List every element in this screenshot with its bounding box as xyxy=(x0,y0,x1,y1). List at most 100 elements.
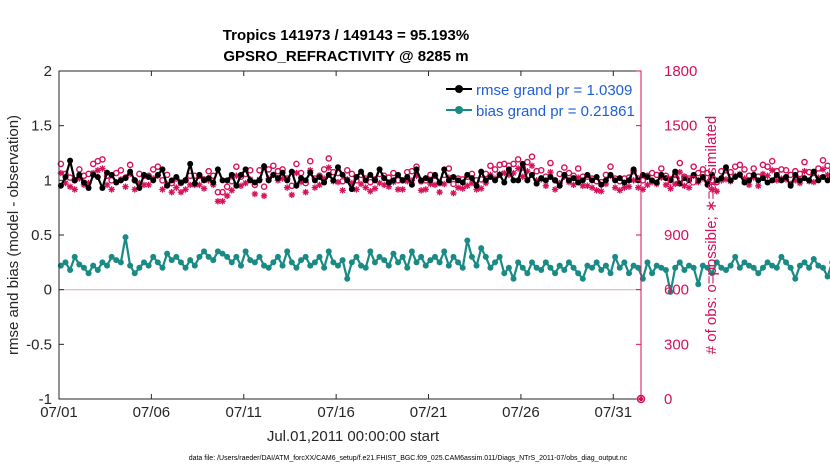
bias-point xyxy=(672,264,679,271)
obs-possible-point xyxy=(676,159,684,167)
rmse-point xyxy=(589,177,596,184)
rmse-point xyxy=(168,177,175,184)
rmse-point xyxy=(293,182,300,189)
bias-point xyxy=(62,259,69,266)
rmse-point xyxy=(815,177,822,184)
obs-possible-point xyxy=(801,158,808,166)
obs-possible-point xyxy=(768,157,776,165)
asterisk-stroke xyxy=(141,182,147,188)
bias-point xyxy=(630,262,637,269)
rmse-point xyxy=(376,166,383,173)
bias-point xyxy=(690,264,697,271)
rmse-point xyxy=(228,171,235,178)
bias-point xyxy=(575,270,582,277)
bias-point xyxy=(607,270,614,277)
bias-point xyxy=(136,264,143,271)
asterisk-stroke xyxy=(663,182,669,188)
rmse-point xyxy=(478,168,485,175)
obs-assimilated-point xyxy=(182,186,189,193)
asterisk-stroke xyxy=(529,162,535,169)
rmse-point xyxy=(404,174,411,181)
obs-assimilated-point xyxy=(454,184,462,191)
bias-point xyxy=(307,262,314,269)
rmse-point xyxy=(672,168,679,175)
bias-point xyxy=(533,264,540,271)
obs-assimilated-point xyxy=(810,178,817,186)
bias-point xyxy=(455,259,462,266)
asterisk-stroke xyxy=(820,166,826,173)
bias-point xyxy=(237,262,244,269)
obs-possible-point xyxy=(528,153,536,160)
y-tick-label: 0.5 xyxy=(31,227,52,244)
bias-point xyxy=(140,259,147,266)
obs-possible-point xyxy=(487,162,494,170)
x-axis-label: Jul.01,2011 00:00:00 start xyxy=(267,428,440,445)
obs-assimilated-point xyxy=(173,184,180,191)
asterisk-stroke xyxy=(824,172,830,178)
y2-tick-label: 1800 xyxy=(664,63,697,80)
asterisk-stroke xyxy=(593,187,600,194)
obs-possible-point xyxy=(574,165,582,172)
bias-point xyxy=(436,259,443,266)
obs-assimilated-point xyxy=(713,188,720,195)
rmse-point xyxy=(131,177,138,184)
bias-point xyxy=(210,257,217,264)
rmse-point xyxy=(288,168,295,175)
rmse-point xyxy=(501,179,508,186)
rmse-point xyxy=(330,177,337,184)
rmse-point xyxy=(593,174,600,181)
bias-point xyxy=(496,253,503,260)
bias-point xyxy=(764,259,771,266)
rmse-point xyxy=(270,171,277,178)
rmse-point xyxy=(159,166,166,173)
bias-point xyxy=(565,259,572,266)
bias-point xyxy=(695,281,702,288)
rmse-point xyxy=(122,175,129,182)
obs-assimilated-point xyxy=(371,185,379,192)
obs-assimilated-point xyxy=(514,165,522,172)
asterisk-stroke xyxy=(196,182,203,188)
asterisk-stroke xyxy=(399,186,406,193)
bias-point xyxy=(404,264,411,271)
obs-possible-point xyxy=(561,164,568,171)
asterisk-stroke xyxy=(801,168,808,174)
rmse-point xyxy=(778,177,785,184)
rmse-point xyxy=(658,171,665,178)
asterisk-stroke xyxy=(182,186,189,193)
bias-point xyxy=(344,275,351,282)
asterisk-stroke xyxy=(261,193,267,199)
bias-point xyxy=(746,262,753,269)
bias-point xyxy=(362,264,369,271)
rmse-point xyxy=(676,180,683,187)
bias-point xyxy=(445,262,452,269)
obs-possible-point xyxy=(658,165,665,172)
rmse-point xyxy=(390,177,397,184)
asterisk-stroke xyxy=(543,183,549,189)
bias-point xyxy=(288,259,295,266)
obs-assimilated-point xyxy=(768,167,776,174)
obs-assimilated-point xyxy=(251,190,259,198)
bias-point xyxy=(224,253,231,260)
rmse-point xyxy=(681,175,688,182)
bias-point xyxy=(635,264,642,271)
obs-assimilated-point xyxy=(588,184,596,191)
rmse-point xyxy=(607,171,614,178)
bias-point xyxy=(727,262,734,269)
rmse-point xyxy=(242,166,249,173)
rmse-point xyxy=(727,177,734,184)
rmse-point xyxy=(307,169,314,176)
asterisk-stroke xyxy=(547,169,554,175)
y-tick-label: -1 xyxy=(39,391,52,408)
obs-assimilated-point xyxy=(334,178,342,186)
rmse-point xyxy=(482,177,489,184)
rmse-point xyxy=(621,179,628,186)
obs-possible-point xyxy=(293,160,300,168)
bias-point xyxy=(284,248,291,255)
obs-assimilated-point xyxy=(122,183,129,190)
asterisk-stroke xyxy=(104,182,110,188)
obs-possible-point xyxy=(510,160,517,168)
asterisk-stroke xyxy=(228,187,235,194)
obs-assimilated-point xyxy=(357,180,365,188)
bias-point xyxy=(736,264,743,271)
rmse-point xyxy=(256,177,263,184)
